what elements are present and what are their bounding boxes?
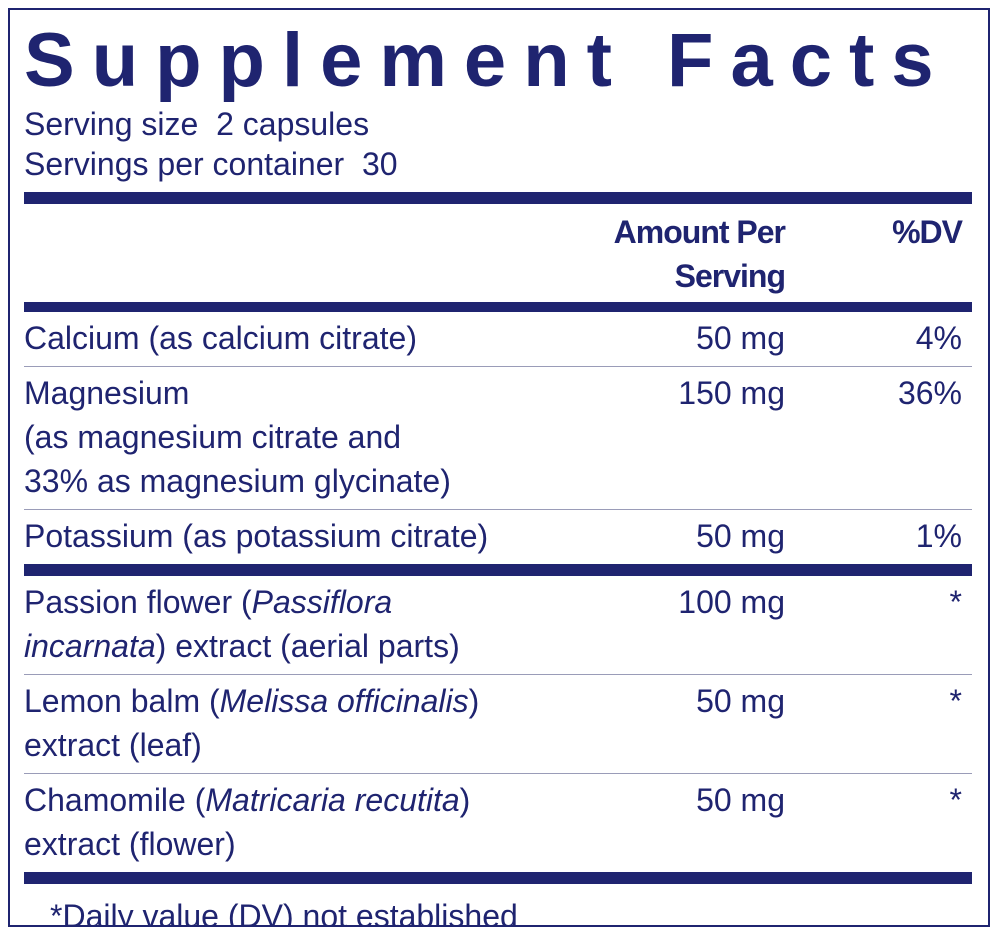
nutrient-name: Lemon balm (Melissa officinalis) extract … bbox=[24, 679, 544, 767]
name-line: Passion flower (Passiflora bbox=[24, 580, 544, 624]
name-line: Magnesium bbox=[24, 371, 544, 415]
name-line: 33% as magnesium glycinate) bbox=[24, 459, 544, 503]
nutrient-row: Potassium (as potassium citrate) 50 mg 1% bbox=[24, 510, 972, 564]
nutrient-name: Magnesium (as magnesium citrate and 33% as… bbox=[24, 371, 544, 503]
footnote: *Daily value (DV) not established bbox=[50, 898, 518, 927]
amount: 150 mg bbox=[678, 375, 785, 411]
daily-value: 1% bbox=[915, 518, 962, 554]
name-part: Melissa officinalis bbox=[219, 683, 469, 719]
name-part: 33% as magnesium glycinate) bbox=[24, 463, 451, 499]
amount: 50 mg bbox=[696, 320, 785, 356]
nutrient-row: Passion flower (Passiflora incarnata) ext… bbox=[24, 576, 972, 674]
nutrient-name: Passion flower (Passiflora incarnata) ext… bbox=[24, 580, 544, 668]
nutrient-row: Magnesium (as magnesium citrate and 33% as… bbox=[24, 367, 972, 509]
name-part: Matricaria recutita bbox=[205, 782, 460, 818]
dv-header: %DV bbox=[892, 214, 963, 250]
name-part: incarnata bbox=[24, 628, 156, 664]
name-line: Chamomile (Matricaria recutita) bbox=[24, 778, 544, 822]
rule bbox=[24, 192, 972, 204]
rule bbox=[24, 872, 972, 884]
name-part: ) extract (aerial parts) bbox=[155, 628, 460, 664]
nutrient-row: Lemon balm (Melissa officinalis) extract … bbox=[24, 675, 972, 773]
name-part: ) bbox=[459, 782, 471, 818]
divider bbox=[24, 366, 972, 367]
name-part: Lemon balm ( bbox=[24, 683, 220, 719]
name-part: Potassium (as potassium citrate) bbox=[24, 518, 489, 554]
divider bbox=[24, 773, 972, 774]
name-line: Calcium (as calcium citrate) bbox=[24, 316, 544, 360]
daily-value: 36% bbox=[897, 375, 962, 411]
nutrient-name: Chamomile (Matricaria recutita) extract (… bbox=[24, 778, 544, 866]
name-line: extract (leaf) bbox=[24, 723, 544, 767]
amount-header: Amount Per Serving bbox=[613, 214, 786, 294]
serving-size: Serving size 2 capsules bbox=[24, 106, 370, 142]
amount: 50 mg bbox=[696, 518, 785, 554]
name-line: Lemon balm (Melissa officinalis) bbox=[24, 679, 544, 723]
nutrient-name: Calcium (as calcium citrate) bbox=[24, 316, 544, 360]
nutrient-row: Chamomile (Matricaria recutita) extract (… bbox=[24, 774, 972, 872]
name-part: Magnesium bbox=[24, 375, 190, 411]
name-part: Passion flower ( bbox=[24, 584, 252, 620]
amount: 50 mg bbox=[696, 683, 785, 719]
name-part: extract (flower) bbox=[24, 826, 236, 862]
name-part: Passiflora bbox=[251, 584, 393, 620]
nutrient-name: Potassium (as potassium citrate) bbox=[24, 514, 544, 558]
divider bbox=[24, 509, 972, 510]
nutrient-row: Calcium (as calcium citrate) 50 mg 4% bbox=[24, 312, 972, 366]
header-row: Amount Per Serving %DV bbox=[24, 204, 972, 302]
supplement-facts-label: Supplement Facts Serving size 2 capsules… bbox=[8, 8, 990, 927]
divider bbox=[24, 674, 972, 675]
daily-value: * bbox=[949, 683, 962, 719]
servings-per-container: Servings per container 30 bbox=[24, 146, 398, 182]
rule bbox=[24, 564, 972, 576]
name-line: incarnata) extract (aerial parts) bbox=[24, 624, 544, 668]
name-part: extract (leaf) bbox=[24, 727, 202, 763]
name-part: Chamomile ( bbox=[24, 782, 206, 818]
amount: 100 mg bbox=[678, 584, 785, 620]
amount: 50 mg bbox=[696, 782, 785, 818]
rows: Calcium (as calcium citrate) 50 mg 4% Magne… bbox=[24, 312, 972, 884]
daily-value: * bbox=[949, 782, 962, 818]
rule bbox=[24, 302, 972, 312]
name-line: Potassium (as potassium citrate) bbox=[24, 514, 544, 558]
name-line: extract (flower) bbox=[24, 822, 544, 866]
daily-value: * bbox=[949, 584, 962, 620]
name-line: (as magnesium citrate and bbox=[24, 415, 544, 459]
title: Supplement Facts bbox=[24, 18, 951, 103]
name-part: Calcium (as calcium citrate) bbox=[24, 320, 417, 356]
name-part: ) bbox=[468, 683, 480, 719]
name-part: (as magnesium citrate and bbox=[24, 419, 402, 455]
daily-value: 4% bbox=[915, 320, 962, 356]
